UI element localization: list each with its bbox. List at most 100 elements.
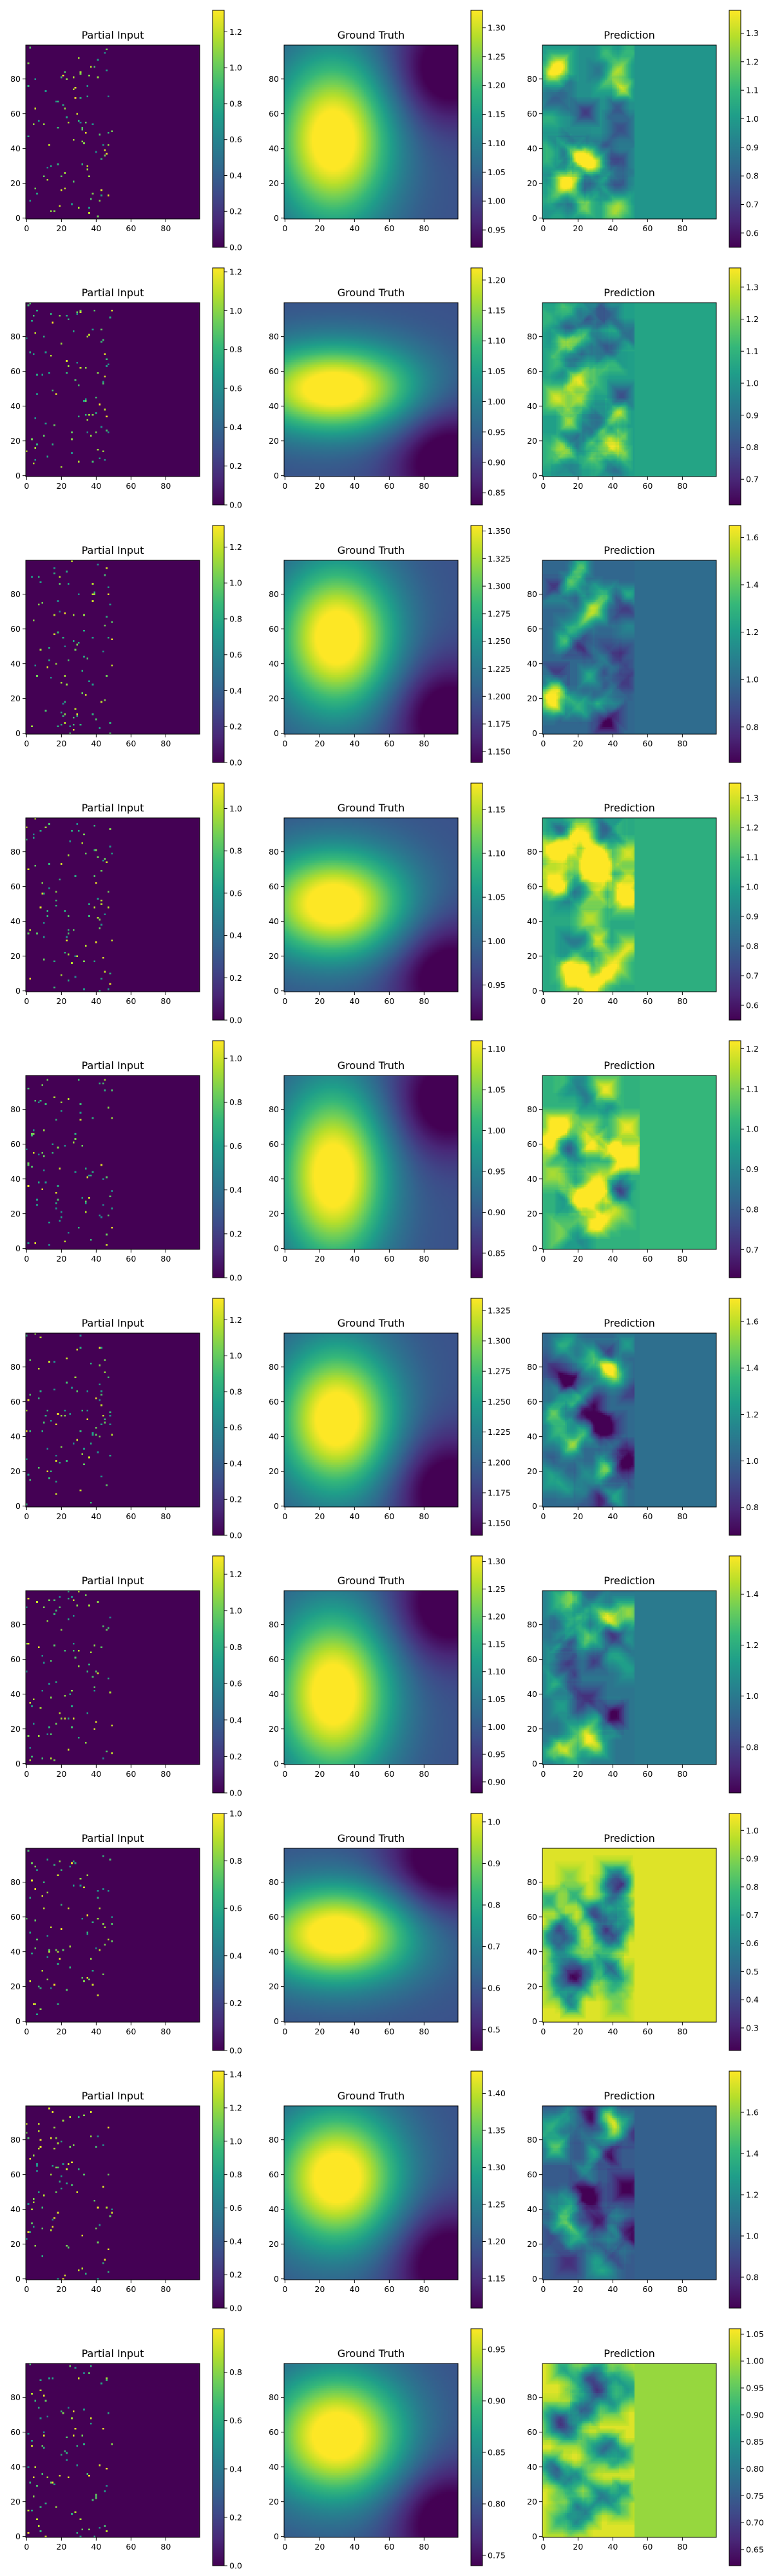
colorbar-tick-label: 1.0 (488, 1817, 501, 1826)
colorbar-tick-label: 0.6 (229, 1141, 242, 1151)
x-tick-label: 60 (642, 1769, 653, 1779)
colorbar: 0.0 0.2 0.4 0.6 0.8 1.0 1.2 (212, 525, 242, 768)
x-tick-label: 80 (677, 2542, 687, 2552)
x-tick-label: 0 (540, 2027, 546, 2036)
x-tick-label: 80 (419, 1511, 429, 1521)
prediction-panel: Prediction 0 20 40 60 80 0 20 40 60 80 0.8 1.0 1.2 1.4 (527, 1555, 759, 1794)
y-tick-label: 0 (274, 2016, 279, 2026)
y-tick-label: 0 (274, 2532, 279, 2541)
y-tick-label: 20 (10, 2239, 21, 2249)
colorbar-tick-label: 0.9 (746, 142, 759, 152)
colorbar-tick-label: 0.75 (746, 2491, 764, 2501)
y-tick-label: 40 (269, 1689, 279, 1699)
colorbar-tick-label: 1.25 (488, 1584, 506, 1594)
x-tick-label: 0 (24, 2027, 29, 2036)
x-tick-label: 40 (349, 1511, 359, 1521)
colorbar-tick-label: 0.0 (229, 1531, 242, 1540)
colorbar-tick-label: 0.4 (229, 422, 242, 432)
colorbar-tick-label: 0.9 (746, 410, 759, 420)
x-tick-label: 20 (314, 1769, 325, 1779)
colorbar-tick-label: 1.300 (488, 1336, 511, 1346)
colorbar-tick-label: 1.30 (488, 23, 506, 32)
colorbar: 0.8 1.0 1.2 1.4 (729, 1555, 759, 1794)
colorbar: 1.150 1.175 1.200 1.225 1.250 1.275 1.300 1.325 (470, 1298, 511, 1536)
colorbar-tick-label: 0.2 (229, 207, 242, 216)
colorbar-tick-label: 0.8 (746, 1882, 759, 1891)
y-tick-label: 20 (527, 2239, 537, 2249)
colorbar-tick-label: 1.2 (229, 2103, 242, 2113)
colorbar-gradient (729, 1040, 741, 1278)
colorbar-tick-label: 0.8 (229, 846, 242, 856)
colorbar-tick-label: 1.250 (488, 636, 511, 646)
heatmap-image (26, 1075, 200, 1249)
axes-frame (542, 2363, 717, 2538)
colorbar-tick-label: 0.90 (488, 1777, 506, 1786)
colorbar-tick-label: 1.0 (229, 1054, 242, 1063)
colorbar-tick-label: 0.4 (229, 171, 242, 180)
axes-frame (283, 1075, 459, 1250)
colorbar-tick-label: 1.2 (229, 267, 242, 277)
y-tick-label: 20 (269, 1209, 279, 1218)
colorbar-tick-label: 0.2 (229, 1998, 242, 2008)
heatmap-image (284, 1848, 458, 2022)
heatmap-image (284, 818, 458, 992)
x-tick-label: 80 (677, 1511, 687, 1521)
colorbar-tick-label: 0.95 (488, 427, 506, 437)
colorbar-tick-label: 0.0 (229, 1273, 242, 1283)
colorbar-tick-label: 1.2 (746, 2190, 759, 2200)
colorbar-tick-label: 1.0 (229, 306, 242, 316)
colorbar-tick-label: 1.15 (488, 2274, 506, 2284)
colorbar-gradient (729, 2328, 741, 2566)
y-tick-label: 60 (269, 1139, 279, 1149)
axes-frame (25, 560, 200, 735)
x-tick-label: 60 (126, 1254, 136, 1264)
y-tick-label: 60 (269, 2427, 279, 2437)
x-tick-label: 40 (91, 1769, 101, 1779)
heatmap-image (26, 818, 200, 992)
x-tick-label: 60 (384, 2542, 394, 2552)
x-tick-label: 60 (384, 223, 394, 233)
heatmap-image (284, 2363, 458, 2537)
x-tick-label: 60 (384, 1511, 394, 1521)
heatmap-image (542, 303, 716, 477)
x-tick-label: 0 (540, 739, 546, 748)
panel-title: Partial Input (82, 2090, 144, 2102)
colorbar-tick-label: 1.2 (229, 1569, 242, 1579)
axes-frame (542, 1590, 717, 1765)
heatmap-image (542, 1591, 716, 1765)
x-tick-label: 20 (314, 739, 325, 748)
y-tick-label: 20 (527, 2497, 537, 2506)
colorbar-tick-label: 0.75 (488, 2551, 506, 2561)
axes-frame (283, 1848, 459, 2023)
y-tick-label: 20 (269, 1724, 279, 1734)
y-tick-label: 20 (269, 2239, 279, 2249)
x-tick-label: 80 (160, 1254, 171, 1264)
heatmap-image (542, 818, 716, 992)
colorbar-gradient (212, 1040, 225, 1278)
x-tick-label: 40 (607, 1769, 618, 1779)
figure-row: Partial Input 0 20 40 60 80 0 20 40 60 80 0.0 0.2 0.4… (10, 525, 759, 768)
y-tick-label: 20 (527, 1982, 537, 1991)
y-tick-label: 80 (10, 1362, 21, 1372)
partial-input-panel: Partial Input 0 20 40 60 80 0 20 40 60 80 0.0 0.2 0.4… (10, 525, 242, 768)
x-tick-label: 80 (160, 1511, 171, 1521)
y-tick-label: 20 (269, 2497, 279, 2506)
colorbar-gradient (729, 10, 741, 248)
y-tick-label: 40 (527, 1432, 537, 1441)
figure-row: Partial Input 0 20 40 60 80 0 20 40 60 80 0.0 0.2 0.4… (10, 1809, 759, 2056)
y-tick-label: 60 (10, 882, 21, 891)
panel-title: Prediction (604, 1832, 654, 1844)
colorbar: 0.95 1.00 1.05 1.10 1.15 (470, 782, 506, 1021)
x-tick-label: 40 (91, 2542, 101, 2552)
colorbar-tick-label: 1.0 (229, 804, 242, 813)
y-tick-label: 60 (527, 366, 537, 376)
y-tick-label: 60 (10, 1397, 21, 1406)
colorbar-tick-label: 0.5 (488, 2025, 501, 2034)
colorbar-tick-label: 0.85 (746, 2437, 764, 2447)
colorbar-tick-label: 1.0 (746, 379, 759, 388)
x-tick-label: 60 (384, 739, 394, 748)
heatmap-image (284, 1333, 458, 1507)
axes-frame (25, 1848, 200, 2023)
y-tick-label: 40 (269, 916, 279, 926)
